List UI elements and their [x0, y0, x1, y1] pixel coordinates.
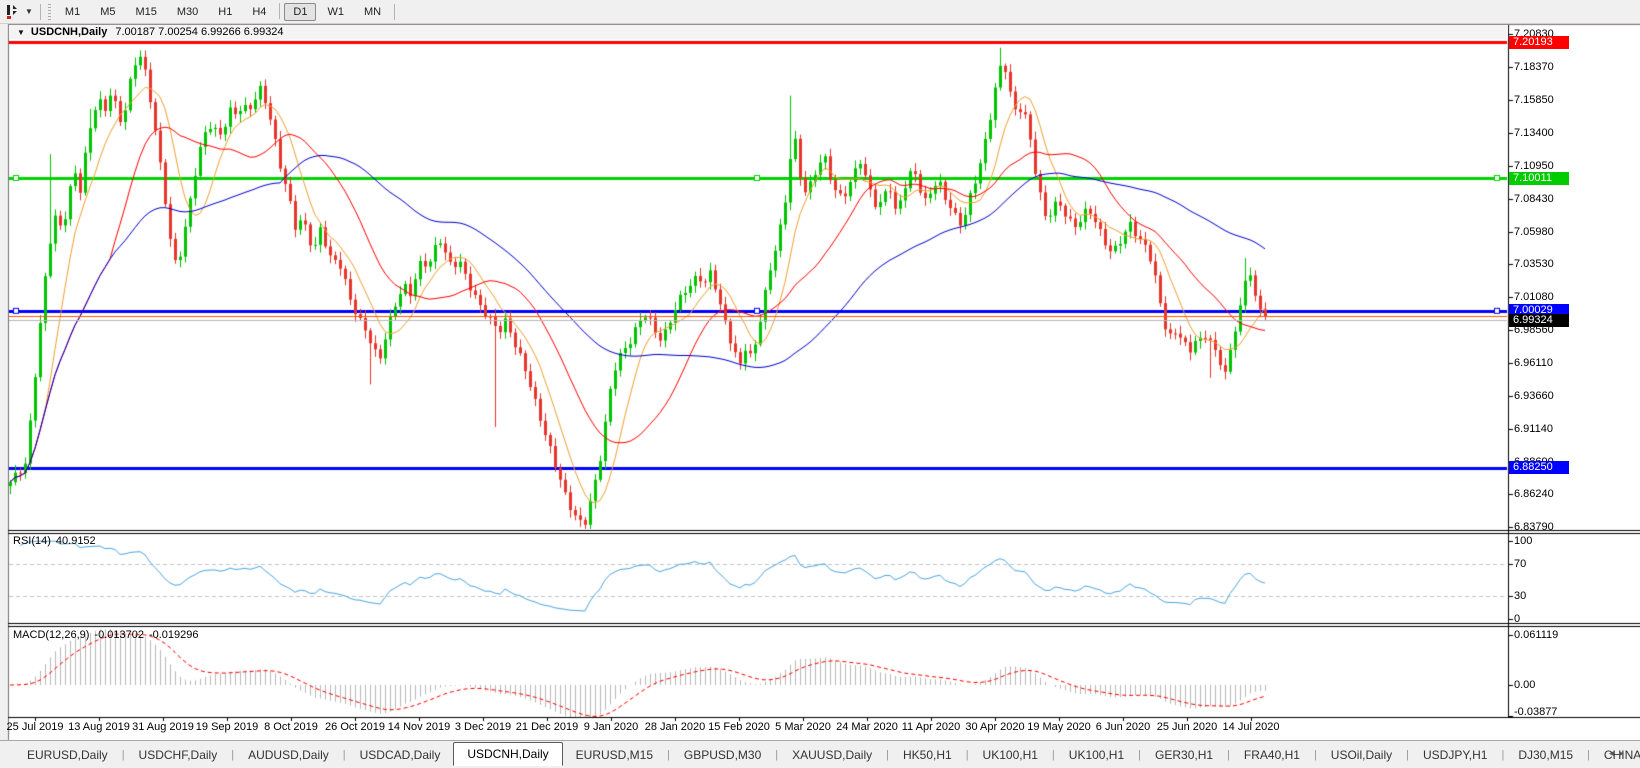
chart-tool-icon[interactable]: [4, 3, 24, 21]
tab-separator: |: [121, 748, 125, 761]
chart-tab-audusd-daily[interactable]: AUDUSD,Daily: [248, 747, 329, 762]
tab-separator: |: [342, 748, 346, 761]
chart-title-bar: ▼ USDCNH,Daily 7.00187 7.00254 6.99266 6…: [9, 25, 1508, 39]
chart-ohlc-values: 7.00187 7.00254 6.99266 6.99324: [115, 26, 284, 38]
chart-tab-eurusd-daily[interactable]: EURUSD,Daily: [27, 747, 108, 762]
tab-separator: |: [231, 748, 235, 761]
timeframe-button-m5[interactable]: M5: [100, 5, 116, 18]
chart-tabs: EURUSD,Daily | USDCHF,Daily | AUDUSD,Daily | U…: [14, 741, 1640, 767]
macd-indicator-label: MACD(12,26,9) -0.013702 -0.019296: [13, 629, 204, 641]
tab-separator: |: [886, 748, 889, 761]
top-toolbar: ▼ M1 M5 M15 M30 H1 H4 D1 W1 MN: [0, 0, 1640, 24]
chart-tab-eurusd-m15[interactable]: EURUSD,M15: [575, 747, 654, 762]
chevron-down-icon[interactable]: ▼: [25, 7, 33, 16]
tab-separator: |: [1051, 748, 1055, 761]
chart-tab-usdjpy-h1[interactable]: USDJPY,H1: [1423, 747, 1488, 762]
timeframe-button-m15[interactable]: M15: [135, 5, 157, 18]
tab-separator: |: [1406, 748, 1409, 761]
chart-tab-usdcad-daily[interactable]: USDCAD,Daily: [359, 747, 441, 762]
chart-tab-bar: EURUSD,Daily | USDCHF,Daily | AUDUSD,Daily | U…: [0, 740, 1640, 768]
chart-tab-hk50-h1[interactable]: HK50,H1: [902, 747, 952, 762]
timeframe-button-m30[interactable]: M30: [176, 5, 199, 18]
rsi-indicator-label: RSI(14) 40.9152: [13, 535, 101, 547]
tab-separator: |: [775, 748, 779, 761]
chart-tab-fra40-h1[interactable]: FRA40,H1: [1243, 747, 1300, 762]
tab-separator: |: [1501, 748, 1505, 761]
window-menu-icon[interactable]: ▼: [17, 27, 25, 37]
timeframe-button-d1[interactable]: D1: [284, 2, 317, 21]
rsi-value: 40.9152: [55, 535, 96, 547]
rsi-name: RSI(14): [13, 535, 51, 547]
macd-main-value: -0.013702: [94, 629, 144, 641]
chart-tab-usoil-daily[interactable]: USOil,Daily: [1330, 747, 1393, 762]
timeframe-button-h1[interactable]: H1: [218, 5, 233, 18]
chart-tab-xauusd-daily[interactable]: XAUUSD,Daily: [792, 747, 873, 762]
macd-name: MACD(12,26,9): [13, 629, 90, 641]
timeframe-buttons: M1 M5 M15 M30 H1 H4 D1 W1 MN: [55, 2, 391, 21]
tab-scroll-right-icon[interactable]: ▸: [1619, 748, 1630, 758]
timeframe-button-mn[interactable]: MN: [363, 5, 382, 18]
chart-tab-ger30-h1[interactable]: GER30,H1: [1155, 747, 1214, 762]
chart-tab-usdcnh-daily[interactable]: USDCNH,Daily: [453, 741, 563, 766]
timeframe-button-m1[interactable]: M1: [64, 5, 81, 18]
tab-scroll-arrows[interactable]: ◂▸: [1609, 748, 1630, 759]
tab-separator: |: [1138, 748, 1142, 761]
toolbar-grip: [47, 3, 51, 20]
timeframe-button-h4[interactable]: H4: [252, 5, 267, 18]
tab-separator: |: [965, 748, 969, 761]
chart-tab-usdchf-daily[interactable]: USDCHF,Daily: [138, 747, 218, 762]
chart-tab-gbpusd-m30[interactable]: GBPUSD,M30: [683, 747, 762, 762]
toolbar-separator: [39, 3, 41, 20]
tab-separator: |: [1587, 748, 1590, 761]
chart-tab-china300-h4[interactable]: CHINA300,H4: [1603, 747, 1640, 762]
chart-tab-dj30-m15[interactable]: DJ30,M15: [1518, 747, 1574, 762]
chart-tab-uk100-h1[interactable]: UK100,H1: [1068, 747, 1125, 762]
tab-separator: |: [1227, 748, 1230, 761]
timeframe-button-w1[interactable]: W1: [327, 5, 344, 18]
tab-scroll-left-icon[interactable]: ◂: [1608, 748, 1620, 758]
tab-separator: |: [667, 748, 670, 761]
tab-separator: |: [1313, 748, 1317, 761]
toolbar-separator: [394, 3, 396, 20]
macd-signal-value: -0.019296: [148, 629, 199, 641]
chart-tab-uk100-h1[interactable]: UK100,H1: [982, 747, 1038, 762]
chart-symbol-label: USDCNH,Daily: [30, 26, 108, 38]
